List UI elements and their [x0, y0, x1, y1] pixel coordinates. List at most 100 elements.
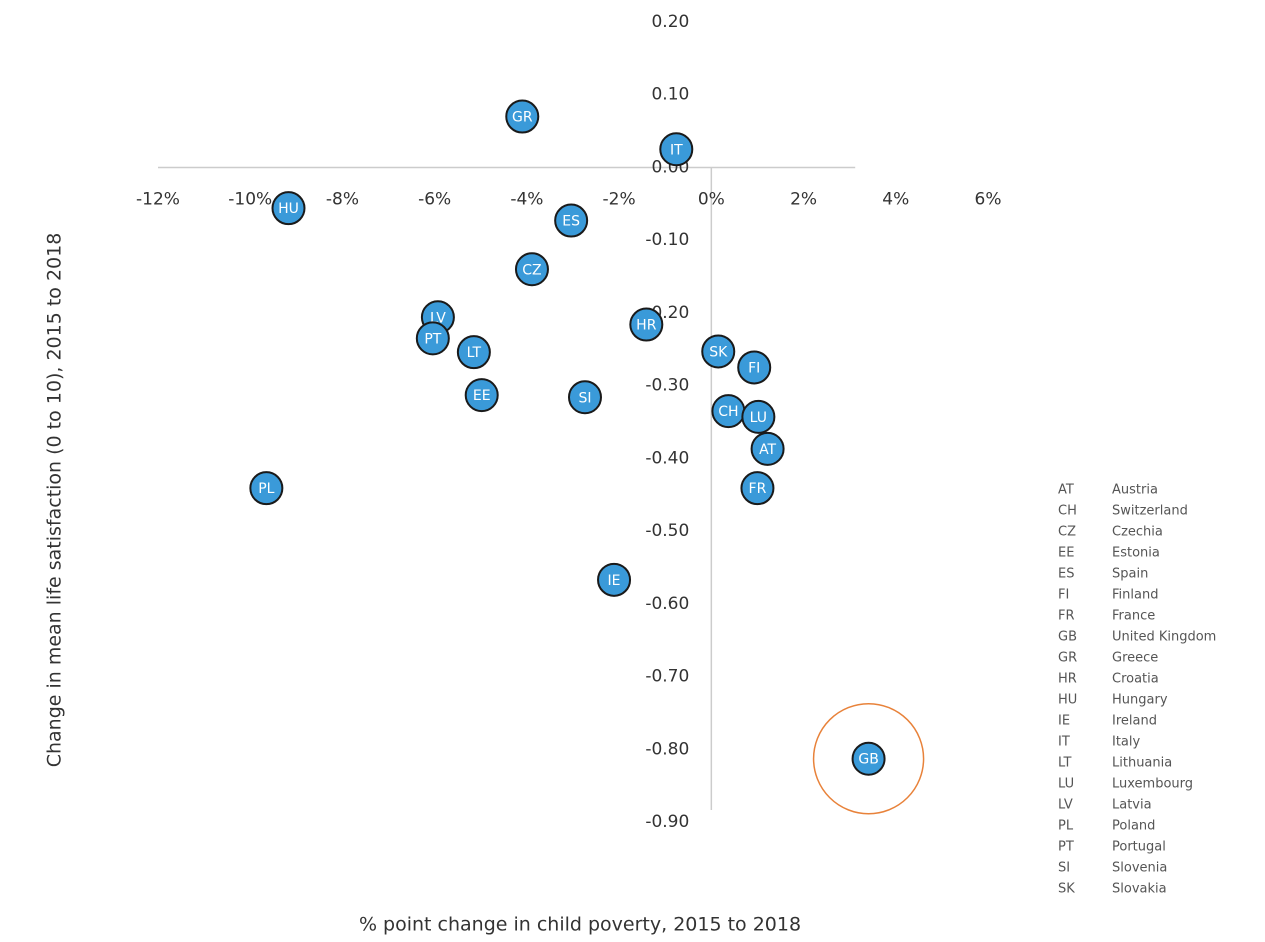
point — [505, 99, 540, 134]
legend-name: Italy — [1112, 735, 1141, 750]
point — [659, 132, 694, 167]
x-tick-label: -10% — [228, 189, 272, 209]
point — [851, 741, 886, 776]
legend-name: Slovakia — [1112, 882, 1167, 897]
legend-code: FR — [1058, 609, 1075, 624]
point-label: FR — [749, 481, 767, 497]
legend-code: LU — [1058, 777, 1074, 792]
legend-name: Ireland — [1112, 714, 1157, 729]
legend-code: LT — [1058, 756, 1071, 771]
point — [740, 471, 775, 506]
point — [737, 350, 772, 385]
legend-code: HU — [1058, 693, 1077, 708]
legend-code: GR — [1058, 651, 1077, 666]
point-label: CZ — [522, 262, 541, 278]
legend-code: IT — [1058, 735, 1070, 750]
point-label: FI — [748, 360, 760, 376]
y-tick-label: -0.60 — [645, 594, 689, 614]
x-tick-label: -2% — [603, 189, 636, 209]
x-tick-label: -6% — [418, 189, 451, 209]
y-tick-label: -0.90 — [645, 812, 689, 832]
y-tick-label: -0.80 — [645, 739, 689, 759]
legend-name: Czechia — [1112, 525, 1163, 540]
x-tick-label: -12% — [136, 189, 180, 209]
legend-code: SI — [1058, 861, 1070, 876]
y-tick-label: -0.30 — [645, 376, 689, 396]
legend-name: Estonia — [1112, 546, 1160, 561]
y-axis-title: Change in mean life satisfaction (0 to 1… — [44, 233, 66, 768]
legend-name: Portugal — [1112, 840, 1166, 855]
y-tick-label: 0.10 — [651, 85, 689, 105]
point — [456, 335, 491, 370]
legend-code: HR — [1058, 672, 1077, 687]
legend-code: ES — [1058, 567, 1074, 582]
legend-code: CH — [1058, 504, 1077, 519]
point-label: EE — [473, 388, 491, 404]
legend-code: EE — [1058, 546, 1074, 561]
point-label: IT — [670, 142, 683, 158]
legend-name: Greece — [1112, 651, 1158, 666]
point-label: IE — [608, 573, 621, 589]
point-label: HR — [636, 318, 657, 334]
point-label: AT — [759, 442, 776, 458]
point — [629, 307, 664, 342]
legend-name: Croatia — [1112, 672, 1159, 687]
legend-name: Luxembourg — [1112, 777, 1193, 792]
highlight-ring — [812, 702, 925, 815]
point-label: GR — [512, 110, 533, 126]
x-tick-label: 6% — [975, 189, 1002, 209]
legend-code: PL — [1058, 819, 1074, 834]
legend-name: Poland — [1112, 819, 1155, 834]
legend-name: Austria — [1112, 483, 1158, 498]
point-label: ES — [562, 214, 580, 230]
y-tick-label: -0.40 — [645, 448, 689, 468]
point — [701, 334, 736, 369]
x-tick-label: 0% — [698, 189, 725, 209]
point — [514, 252, 549, 287]
legend-name: Lithuania — [1112, 756, 1172, 771]
point-label: CH — [718, 404, 738, 420]
legend-name: United Kingdom — [1112, 630, 1216, 645]
legend-name: Spain — [1112, 567, 1148, 582]
y-tick-label: 0.20 — [651, 12, 689, 32]
point-label: PL — [258, 481, 274, 497]
legend-name: Finland — [1112, 588, 1158, 603]
legend-code: PT — [1058, 840, 1074, 855]
point — [249, 471, 284, 506]
point — [415, 321, 450, 356]
x-axis-title: % point change in child poverty, 2015 to… — [359, 914, 801, 936]
point — [554, 203, 589, 238]
y-tick-label: -0.10 — [645, 230, 689, 250]
legend-code: AT — [1058, 483, 1074, 498]
point — [597, 562, 632, 597]
legend-name: Latvia — [1112, 798, 1152, 813]
point-label: LT — [467, 345, 482, 361]
point-label: PT — [424, 331, 441, 347]
point-label: SK — [709, 344, 728, 360]
legend-code: IE — [1058, 714, 1070, 729]
legend-code: GB — [1058, 630, 1077, 645]
point — [750, 431, 785, 466]
point — [567, 380, 602, 415]
legend-name: Slovenia — [1112, 861, 1167, 876]
point — [464, 378, 499, 413]
y-tick-label: -0.70 — [645, 667, 689, 687]
legend-name: France — [1112, 609, 1155, 624]
x-tick-label: 2% — [790, 189, 817, 209]
x-tick-label: -8% — [326, 189, 359, 209]
legend-code: SK — [1058, 882, 1075, 897]
point-label: GB — [858, 752, 878, 768]
legend-code: FI — [1058, 588, 1069, 603]
point-label: SI — [578, 390, 591, 406]
legend-name: Hungary — [1112, 693, 1168, 708]
legend-code: CZ — [1058, 525, 1076, 540]
legend-name: Switzerland — [1112, 504, 1188, 519]
x-tick-label: -4% — [510, 189, 543, 209]
point-label: LU — [750, 410, 767, 426]
point-label: HU — [278, 201, 299, 217]
point — [271, 191, 306, 226]
y-tick-label: -0.50 — [645, 521, 689, 541]
x-tick-label: 4% — [882, 189, 909, 209]
legend-code: LV — [1058, 798, 1073, 813]
